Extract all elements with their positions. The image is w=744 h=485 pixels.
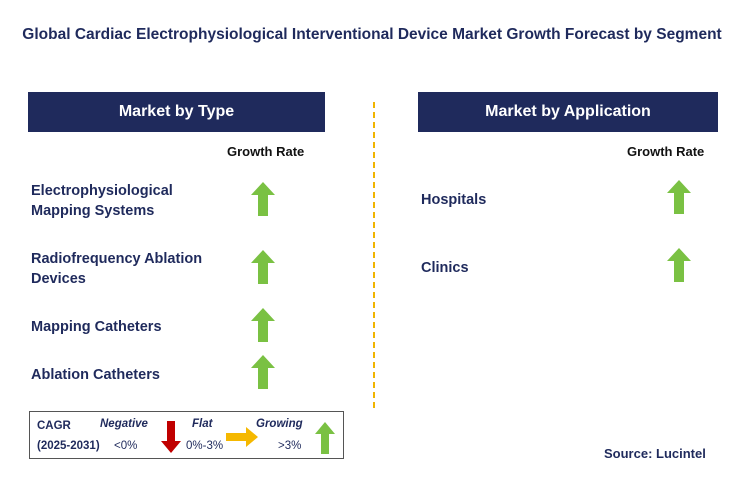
type-panel-header: Market by Type (28, 92, 325, 132)
flat-arrow-icon (226, 427, 258, 447)
application-item-label: Clinics (421, 260, 469, 276)
legend-flat-label: Flat (192, 418, 213, 430)
legend-cagr-label: CAGR (37, 420, 71, 432)
type-growth-rate-label: Growth Rate (227, 144, 305, 159)
type-item-label: Ablation Catheters (31, 367, 160, 383)
chart-title: Global Cardiac Electrophysiological Inte… (22, 26, 722, 43)
legend-negative-label: Negative (100, 418, 148, 430)
growing-arrow-icon (251, 182, 275, 216)
legend-period: (2025-2031) (37, 440, 100, 452)
growing-arrow-icon (667, 180, 691, 214)
growing-arrow-icon (251, 250, 275, 284)
application-item-label: Hospitals (421, 192, 487, 208)
panel-divider (373, 102, 375, 408)
legend-flat-range: 0%-3% (186, 440, 224, 452)
type-item-label: Electrophysiological Mapping Systems (31, 183, 173, 219)
legend-negative-range: <0% (114, 440, 138, 452)
legend-growing-range: >3% (278, 440, 302, 452)
application-panel-header: Market by Application (418, 92, 718, 132)
negative-arrow-icon (161, 421, 181, 453)
growing-arrow-icon (251, 355, 275, 389)
cagr-legend: CAGR (2025-2031) Negative <0% Flat 0%-3%… (29, 411, 344, 459)
type-item-label: Radiofrequency Ablation Devices (31, 251, 203, 287)
growing-arrow-icon (315, 422, 335, 454)
type-item-label: Mapping Catheters (31, 319, 162, 335)
source-note: Source: Lucintel (604, 446, 706, 461)
legend-growing-label: Growing (256, 418, 303, 430)
growing-arrow-icon (251, 308, 275, 342)
application-growth-rate-label: Growth Rate (627, 144, 705, 159)
growing-arrow-icon (667, 248, 691, 282)
